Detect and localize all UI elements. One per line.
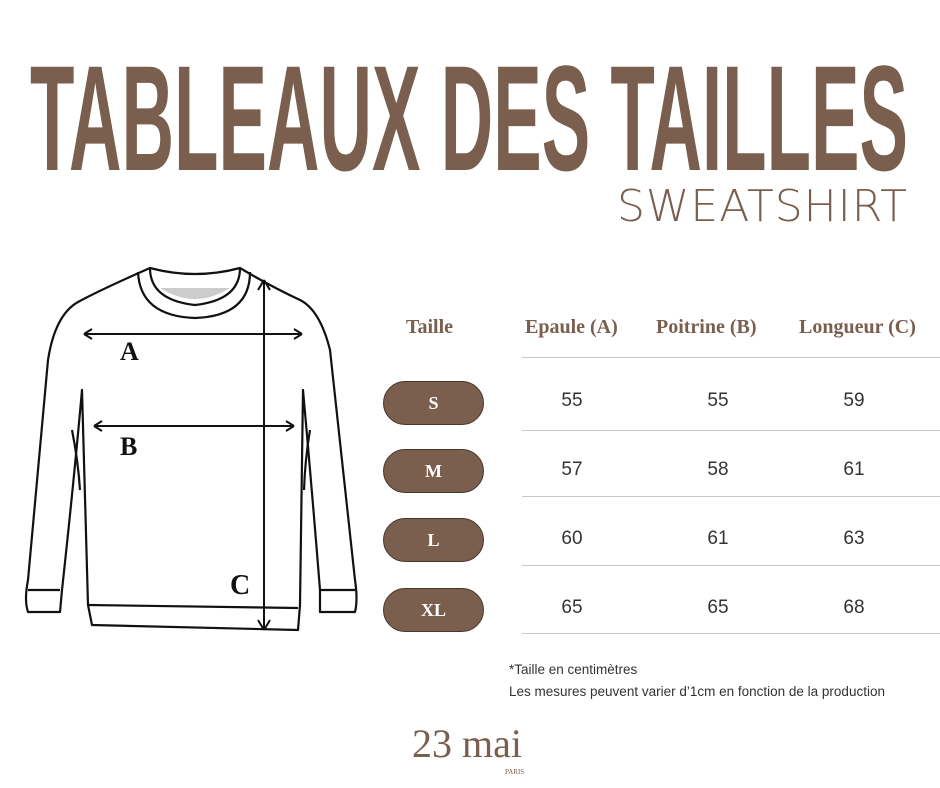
size-badge: XL	[383, 588, 484, 632]
label-c: C	[230, 570, 250, 601]
label-a: A	[120, 337, 139, 366]
size-badge: M	[383, 449, 484, 493]
unit-note: *Taille en centimètres	[509, 662, 638, 677]
epaule-value: 57	[561, 459, 583, 480]
epaule-value: 60	[561, 528, 583, 549]
divider	[522, 565, 940, 566]
poitrine-value: 61	[707, 528, 729, 549]
divider	[522, 430, 940, 431]
size-badge: L	[383, 518, 484, 562]
page-title: TABLEAUX DES TAILLES	[30, 40, 908, 180]
label-b: B	[120, 432, 137, 461]
epaule-value: 55	[561, 390, 583, 411]
header-taille: Taille	[406, 316, 454, 338]
header-epaule: Epaule (A)	[525, 316, 618, 338]
divider	[522, 633, 940, 634]
divider	[522, 496, 940, 497]
longueur-value: 61	[843, 459, 865, 480]
divider	[522, 357, 940, 358]
poitrine-value: 58	[707, 459, 729, 480]
epaule-value: 65	[561, 597, 583, 618]
longueur-value: 68	[843, 597, 865, 618]
brand-logo: 23 mai	[412, 721, 522, 766]
longueur-value: 59	[843, 390, 865, 411]
header-poitrine: Poitrine (B)	[656, 316, 757, 338]
brand-city: PARIS	[505, 768, 525, 776]
page-subtitle: SWEATSHIRT	[616, 181, 908, 232]
variance-note: Les mesures peuvent varier d’1cm en fonc…	[509, 684, 885, 699]
longueur-value: 63	[843, 528, 865, 549]
poitrine-value: 65	[707, 597, 729, 618]
sweatshirt-diagram: A B C	[24, 266, 358, 632]
header-longueur: Longueur (C)	[799, 316, 916, 338]
title-text: TABLEAUX DES TAILLES	[30, 40, 908, 180]
size-badge: S	[383, 381, 484, 425]
poitrine-value: 55	[707, 390, 729, 411]
